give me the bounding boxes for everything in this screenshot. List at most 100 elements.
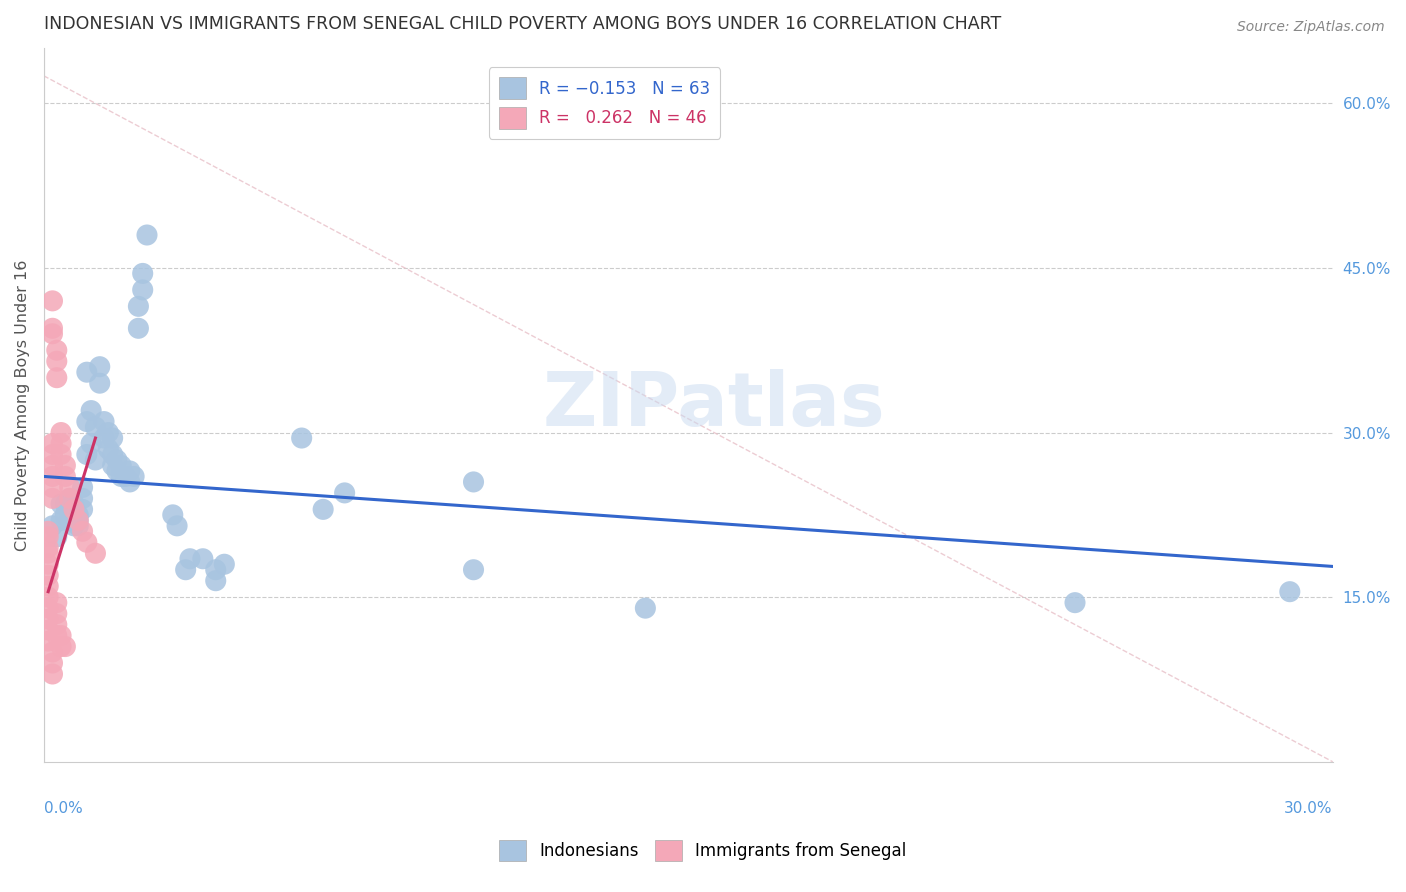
Point: [37, 590, 59, 604]
Point: [63, 518, 86, 533]
Point: [174, 563, 197, 577]
Point: [291, 431, 314, 445]
Point: [37, 601, 59, 615]
Point: [101, 431, 124, 445]
Point: [49, 497, 72, 511]
Point: [67, 513, 90, 527]
Point: [41, 480, 63, 494]
Point: [37, 530, 59, 544]
Point: [37, 579, 59, 593]
Point: [131, 267, 153, 281]
Point: [37, 568, 59, 582]
Point: [59, 513, 82, 527]
Point: [45, 629, 67, 643]
Point: [76, 535, 98, 549]
Point: [204, 574, 226, 588]
Point: [41, 326, 63, 341]
Point: [37, 558, 59, 572]
Point: [67, 508, 90, 522]
Point: [45, 607, 67, 621]
Point: [41, 469, 63, 483]
Point: [53, 497, 76, 511]
Point: [72, 524, 94, 539]
Legend: Indonesians, Immigrants from Senegal: Indonesians, Immigrants from Senegal: [492, 833, 914, 868]
Point: [37, 546, 59, 560]
Point: [84, 546, 107, 560]
Point: [84, 453, 107, 467]
Point: [45, 596, 67, 610]
Y-axis label: Child Poverty Among Boys Under 16: Child Poverty Among Boys Under 16: [15, 260, 30, 550]
Text: 0.0%: 0.0%: [44, 801, 83, 816]
Text: 30.0%: 30.0%: [1284, 801, 1333, 816]
Point: [89, 359, 111, 374]
Point: [463, 475, 485, 489]
Point: [105, 453, 128, 467]
Point: [53, 508, 76, 522]
Point: [105, 464, 128, 478]
Point: [118, 475, 141, 489]
Point: [127, 321, 149, 335]
Point: [110, 469, 132, 483]
Point: [118, 464, 141, 478]
Point: [101, 448, 124, 462]
Point: [97, 442, 120, 456]
Text: Source: ZipAtlas.com: Source: ZipAtlas.com: [1237, 20, 1385, 34]
Point: [634, 601, 657, 615]
Text: ZIPatlas: ZIPatlas: [543, 368, 886, 442]
Point: [45, 343, 67, 358]
Point: [37, 623, 59, 637]
Text: INDONESIAN VS IMMIGRANTS FROM SENEGAL CHILD POVERTY AMONG BOYS UNDER 16 CORRELAT: INDONESIAN VS IMMIGRANTS FROM SENEGAL CH…: [44, 15, 1001, 33]
Point: [41, 321, 63, 335]
Point: [80, 403, 103, 417]
Point: [127, 299, 149, 313]
Point: [49, 629, 72, 643]
Point: [49, 448, 72, 462]
Point: [136, 227, 159, 242]
Point: [49, 436, 72, 450]
Point: [76, 365, 98, 379]
Point: [204, 563, 226, 577]
Point: [97, 425, 120, 440]
Point: [45, 370, 67, 384]
Point: [67, 518, 90, 533]
Point: [41, 293, 63, 308]
Point: [63, 497, 86, 511]
Point: [114, 469, 136, 483]
Point: [93, 415, 115, 429]
Point: [131, 283, 153, 297]
Point: [93, 431, 115, 445]
Point: [37, 524, 59, 539]
Point: [37, 634, 59, 648]
Point: [76, 448, 98, 462]
Point: [41, 491, 63, 506]
Point: [59, 480, 82, 494]
Point: [101, 458, 124, 473]
Point: [53, 640, 76, 654]
Point: [59, 491, 82, 506]
Point: [67, 513, 90, 527]
Point: [63, 508, 86, 522]
Point: [110, 458, 132, 473]
Point: [1064, 596, 1087, 610]
Point: [179, 551, 201, 566]
Point: [191, 551, 214, 566]
Point: [84, 420, 107, 434]
Point: [37, 612, 59, 626]
Point: [463, 563, 485, 577]
Point: [45, 354, 67, 368]
Point: [49, 640, 72, 654]
Point: [45, 530, 67, 544]
Point: [122, 469, 145, 483]
Point: [72, 502, 94, 516]
Point: [41, 656, 63, 670]
Point: [162, 508, 184, 522]
Point: [41, 667, 63, 681]
Point: [41, 458, 63, 473]
Point: [49, 425, 72, 440]
Point: [76, 415, 98, 429]
Point: [80, 436, 103, 450]
Point: [63, 502, 86, 516]
Point: [41, 518, 63, 533]
Point: [214, 558, 236, 572]
Point: [333, 486, 356, 500]
